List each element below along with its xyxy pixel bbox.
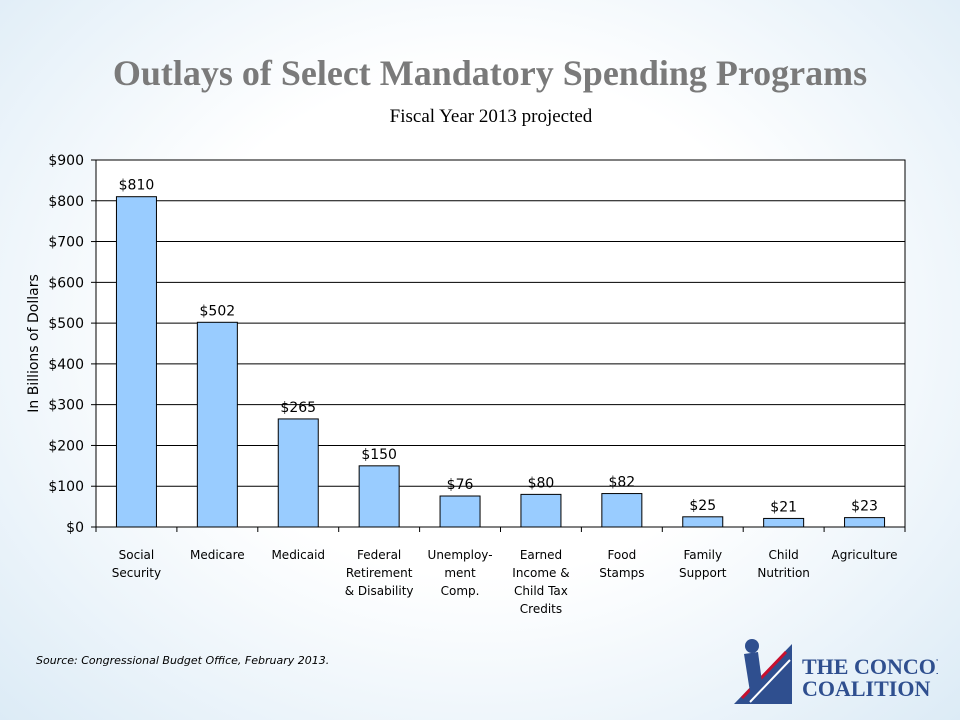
x-tick-label-line: Food	[607, 548, 636, 562]
x-tick-label: Child Nutrition	[757, 548, 810, 580]
x-tick-label-line: Family	[683, 548, 722, 562]
data-label: $82	[608, 475, 635, 491]
x-tick-label-line: Retirement	[346, 566, 413, 580]
y-tick-label: $500	[48, 316, 84, 332]
bar	[439, 495, 481, 528]
x-tick-label-line: Credits	[520, 602, 562, 616]
x-tick-label: Social Security	[112, 548, 161, 580]
bar-chart: $0 $100 $200 $300 $400 $500 $600 $700 $800 $900 In…	[26, 153, 906, 616]
y-axis-label: In Billions of Dollars	[26, 274, 42, 413]
bar	[520, 493, 562, 528]
x-tick-label-line: Stamps	[599, 566, 644, 580]
y-tick-label: $900	[48, 153, 84, 169]
y-tick-label: $100	[48, 479, 84, 495]
x-tick-label-line: ment	[444, 566, 476, 580]
bar	[763, 517, 805, 528]
bar	[358, 465, 400, 528]
data-label: $25	[689, 498, 716, 514]
bar	[844, 517, 886, 528]
x-tick-label: Federal Retirement & Disability	[345, 548, 414, 598]
x-tick-label-line: Earned	[520, 548, 562, 562]
x-tick-label-line: Comp.	[441, 584, 480, 598]
x-tick-label: Food Stamps	[599, 548, 644, 580]
x-tick-label: Earned Income & Child Tax Credits	[512, 548, 569, 616]
data-label: $76	[447, 477, 474, 493]
x-tick-label-line: Support	[679, 566, 727, 580]
logo-emblem-icon	[734, 639, 792, 704]
bar	[682, 516, 724, 528]
logo-line2: COALITION	[802, 676, 930, 701]
bar	[277, 418, 319, 528]
x-tick-label-line: Child	[769, 548, 799, 562]
source-note: Source: Congressional Budget Office, Feb…	[36, 654, 330, 667]
data-label: $265	[280, 400, 316, 416]
y-tick-label: $0	[66, 520, 84, 536]
x-tick-label-line: Agriculture	[832, 548, 898, 562]
y-tick-label: $600	[48, 275, 84, 291]
data-label: $21	[770, 499, 797, 515]
x-tick-label: Medicaid	[271, 548, 325, 562]
bar	[196, 321, 238, 528]
concord-coalition-logo: THE CONCORD COALITION	[734, 639, 938, 704]
x-tick-label-line: & Disability	[345, 584, 414, 598]
data-label: $810	[119, 178, 155, 194]
x-tick-label-line: Income &	[512, 566, 569, 580]
y-tick-label: $700	[48, 235, 84, 251]
x-tick-label: Agriculture	[832, 548, 898, 562]
bar	[601, 493, 643, 528]
chart-title: Outlays of Select Mandatory Spending Pro…	[112, 53, 868, 93]
x-tick-label-line: Medicaid	[271, 548, 325, 562]
chart-subtitle: Fiscal Year 2013 projected	[389, 106, 593, 127]
x-tick-label-line: Child Tax	[514, 584, 568, 598]
data-label: $23	[851, 499, 878, 515]
bar	[115, 196, 157, 528]
x-tick-label-line: Nutrition	[757, 566, 810, 580]
x-tick-label-line: Medicare	[190, 548, 245, 562]
x-tick-label-line: Unemploy-	[428, 548, 493, 562]
data-label: $502	[200, 303, 236, 319]
x-tick-label-line: Security	[112, 566, 161, 580]
logo-line1: THE CONCORD	[802, 654, 938, 679]
y-tick-label: $400	[48, 357, 84, 373]
data-label: $80	[528, 475, 555, 491]
y-tick-label: $800	[48, 194, 84, 210]
x-tick-label-line: Social	[119, 548, 155, 562]
x-tick-label: Unemploy-ment Comp.	[428, 548, 493, 598]
y-tick-label: $200	[48, 438, 84, 454]
y-tick-label: $300	[48, 398, 84, 414]
x-tick-label: Medicare	[190, 548, 245, 562]
x-tick-label: Family Support	[679, 548, 727, 580]
data-label: $150	[361, 447, 397, 463]
x-tick-label-line: Federal	[357, 548, 401, 562]
